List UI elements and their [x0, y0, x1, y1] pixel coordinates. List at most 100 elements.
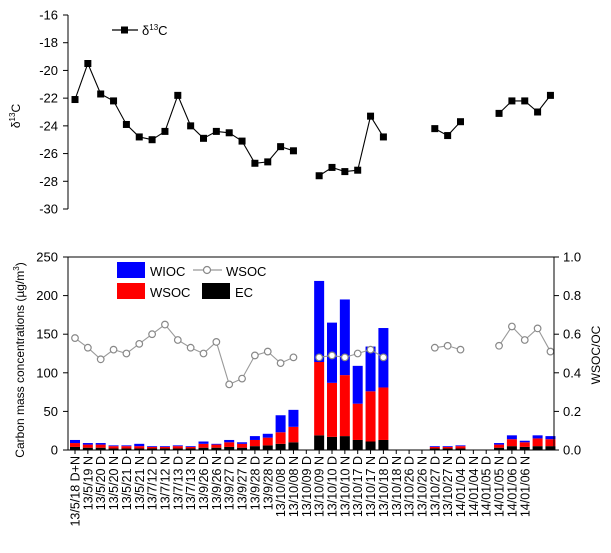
bar-ec — [494, 447, 505, 450]
x-tick-label: 13/9/28 N — [261, 456, 275, 510]
d13c-legend-marker — [121, 26, 128, 34]
legend-wioc-swatch — [117, 262, 145, 278]
bar-wsoc — [532, 438, 543, 447]
x-tick-label: 13/10/26 N — [415, 456, 429, 517]
carbon-y-axis-title-sup: 3 — [12, 266, 21, 271]
bar-wsoc — [365, 391, 376, 442]
legend-ec-swatch — [202, 283, 230, 299]
ratio-point — [366, 345, 375, 354]
bar-wsoc — [147, 446, 158, 449]
x-tick-label: 13/5/19 N — [81, 456, 95, 510]
bar-wsoc — [249, 439, 260, 447]
ratio-point — [199, 349, 208, 358]
carbon-y-tick-label: 250 — [36, 250, 58, 265]
carbon-legend: WIOC WSOC WSOC EC — [117, 262, 266, 300]
bar-wioc — [288, 409, 299, 427]
bar-ec — [159, 448, 170, 450]
legend-wsoc-label: WSOC — [150, 285, 190, 300]
ratio-y2-tick-label: 0.6 — [563, 327, 581, 342]
d13c-point — [379, 133, 387, 141]
d13c-y-tick-label: -20 — [39, 63, 58, 78]
x-tick-label: 14/01/04 D — [454, 456, 468, 517]
bar-wioc — [108, 445, 119, 447]
d13c-point — [187, 122, 195, 130]
bar-wioc — [275, 415, 286, 433]
ratio-y2-tick-label: 0.8 — [563, 288, 581, 303]
ratio-point — [148, 330, 157, 339]
x-tick-label: 14/01/05 N — [493, 456, 507, 517]
d13c-y-tick-label: -30 — [39, 202, 58, 217]
bar-ec — [519, 446, 530, 450]
bar-wioc — [121, 445, 132, 447]
bar-ec — [314, 435, 325, 450]
ratio-point — [212, 338, 221, 346]
d13c-point — [341, 168, 349, 176]
bar-wioc — [339, 299, 350, 376]
d13c-y-tick-label: -24 — [39, 118, 58, 133]
d13c-y-ticks: -16 -18 -20 -22 -24 -26 -28 -30 — [39, 8, 68, 217]
bar-ec — [172, 448, 183, 450]
bar-wsoc — [327, 382, 337, 437]
bar-wsoc — [519, 442, 530, 447]
ratio-point — [276, 359, 285, 368]
ratio-point — [508, 322, 516, 331]
d13c-point — [457, 118, 464, 126]
bar-ec — [185, 448, 196, 450]
bar-wioc — [314, 280, 325, 362]
x-tick-label: 13/10/08 D — [274, 456, 288, 517]
bar-ec — [275, 443, 286, 450]
d13c-point — [444, 132, 452, 140]
x-tick-label: 13/9/28 D — [248, 456, 262, 510]
bar-wsoc — [455, 446, 466, 449]
x-tick-label: 13/10/08 N — [287, 456, 301, 517]
ratio-point — [315, 353, 324, 362]
bar-wsoc — [262, 437, 273, 446]
bar-wsoc — [211, 444, 222, 448]
bar-wioc — [172, 445, 183, 447]
bar-ec — [288, 442, 299, 450]
x-tick-label: 14/01/06 D — [505, 456, 519, 517]
bar-wsoc — [172, 446, 183, 449]
x-tick-label: 13/5/21 D — [120, 456, 134, 510]
ratio-point — [546, 347, 555, 356]
bar-wsoc — [159, 446, 170, 449]
bar-ec — [198, 447, 209, 450]
bar-ec — [82, 447, 93, 450]
d13c-point — [495, 109, 503, 117]
legend-ratio-label: WSOC — [226, 264, 266, 279]
bar-wioc — [506, 435, 517, 440]
bar-ec — [237, 447, 248, 450]
x-tick-label: 13/10/27 N — [441, 456, 455, 517]
x-tick-label: 13/10/26 D — [403, 456, 417, 517]
x-tick-label: 14/01/06 N — [518, 456, 532, 517]
d13c-point — [264, 158, 272, 166]
d13c-point — [122, 120, 130, 128]
ratio-point — [533, 324, 542, 333]
bar-ec — [70, 446, 80, 450]
carbon-y-tick-label: 200 — [36, 288, 58, 303]
bar-ec — [532, 446, 543, 450]
d13c-point — [431, 125, 439, 133]
d13c-point — [277, 143, 285, 151]
bar-wsoc — [198, 443, 209, 448]
x-tick-label: 13/5/18 D+N — [69, 456, 83, 527]
x-tick-label: 13/7/12 D — [146, 456, 160, 510]
bar-ec — [108, 448, 119, 450]
bar-wsoc — [70, 443, 80, 447]
bar-wioc — [352, 365, 363, 404]
bar-wioc — [429, 446, 440, 447]
x-tick-label: 13/7/13 N — [184, 456, 198, 510]
x-tick-label: 14/01/05 D — [480, 456, 494, 517]
ratio-point — [353, 349, 362, 358]
ratio-y2-tick-label: 1.0 — [563, 250, 581, 265]
x-tick-label: 13/5/20 D — [94, 456, 108, 510]
bar-wsoc — [545, 439, 556, 447]
bar-ec — [339, 436, 350, 450]
bar-wsoc — [108, 446, 119, 449]
bar-wioc — [82, 443, 93, 445]
bar-wioc — [237, 442, 248, 444]
d13c-point — [84, 60, 92, 67]
ratio-point — [340, 353, 349, 362]
d13c-point — [354, 166, 362, 174]
d13c-y-tick-label: -18 — [39, 35, 58, 50]
